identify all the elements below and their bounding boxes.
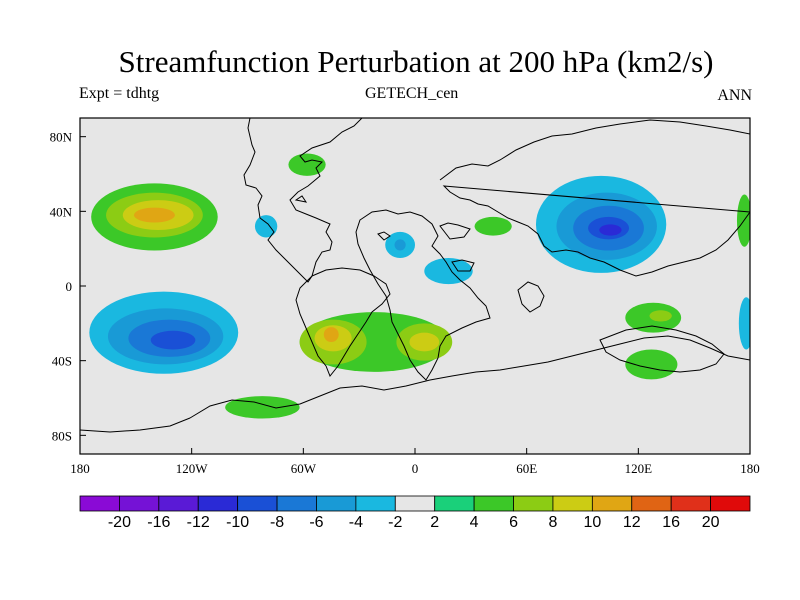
contour-so-pos-1 — [225, 396, 300, 419]
colorbar-label: -20 — [108, 514, 131, 531]
colorbar-swatch — [276, 495, 317, 512]
colorbar-label: -16 — [147, 514, 170, 531]
colorbar-swatch — [79, 495, 120, 512]
coastline-antarctica — [80, 335, 750, 433]
coastline-africa — [355, 209, 491, 381]
map-plot-area — [79, 117, 751, 455]
contour-sa-pos-6 — [323, 327, 339, 342]
coastline-australia — [599, 325, 725, 373]
colorbar-label: 2 — [430, 514, 439, 531]
y-tick-label: 80N — [50, 130, 73, 145]
y-tick-label: 40N — [50, 204, 73, 219]
colorbar-swatch — [355, 495, 396, 512]
y-tick-label: 0 — [66, 279, 73, 294]
colorbar-swatch — [434, 495, 475, 512]
x-tick-label: 60E — [516, 461, 537, 476]
contour-nam-neg-1 — [254, 215, 278, 238]
plot-title: Streamfunction Perturbation at 200 hPa (… — [118, 44, 714, 79]
colorbar-swatch — [710, 495, 751, 512]
colorbar-label: 8 — [548, 514, 557, 531]
colorbar-swatch — [316, 495, 357, 512]
contour-sp-neg-4 — [150, 330, 196, 350]
colorbar-swatch — [552, 495, 593, 512]
x-tick-label: 120W — [176, 461, 209, 476]
contour-atl-neg-2 — [394, 239, 406, 251]
colorbar-label: 10 — [583, 514, 601, 531]
case-label: GETECH_cen — [365, 85, 459, 102]
x-tick-label: 120E — [625, 461, 653, 476]
coastline-islands — [294, 195, 475, 272]
x-tick-label: 180 — [70, 461, 90, 476]
colorbar-label: -4 — [349, 514, 363, 531]
y-tick-label: 40S — [52, 354, 72, 369]
coastline-layer — [80, 118, 750, 433]
colorbar-label: 12 — [623, 514, 641, 531]
colorbar-swatch — [119, 495, 160, 512]
colorbar-swatch — [394, 495, 436, 512]
contour-na-pos-1 — [474, 216, 512, 236]
colorbar-label: -10 — [226, 514, 249, 531]
map-background — [80, 118, 750, 454]
colorbar-label: 16 — [662, 514, 680, 531]
colorbar-swatch — [237, 495, 278, 512]
colorbar-label: -8 — [270, 514, 284, 531]
x-tick-label: 60W — [291, 461, 317, 476]
contour-np-pos-4 — [133, 207, 175, 223]
contour-asia-neg-5 — [599, 224, 622, 236]
longitude-axis: 180 120W 60W 0 60E 120E 180 — [70, 448, 760, 476]
experiment-label: Expt = tdhtg — [79, 85, 160, 102]
coastline-south-america — [295, 267, 391, 377]
contour-sa-pos-5 — [409, 332, 440, 352]
colorbar-label: 20 — [702, 514, 720, 531]
colorbar-label: -2 — [388, 514, 402, 531]
colorbar-label: 4 — [470, 514, 479, 531]
colorbar-swatch — [158, 495, 199, 512]
season-label: ANN — [717, 87, 752, 104]
colorbar-swatch — [513, 495, 554, 512]
colorbar-swatch — [197, 495, 239, 512]
contour-af-neg-1 — [424, 258, 473, 285]
coastline-india — [517, 281, 545, 313]
colorbar-label: -12 — [187, 514, 210, 531]
contour-eur-pos-1 — [288, 153, 326, 176]
y-tick-label: 80S — [52, 428, 72, 443]
coastline-laurentia — [243, 118, 363, 283]
contour-io-pos-2 — [649, 310, 672, 322]
colorbar-swatch — [473, 495, 514, 512]
colorbar-label: -6 — [309, 514, 323, 531]
coastline-eurasia — [439, 119, 750, 277]
contour-ep-neg-1 — [738, 297, 750, 350]
contour-fill-layer — [89, 153, 750, 419]
colorbar-swatch — [591, 495, 633, 512]
x-tick-label: 180 — [740, 461, 760, 476]
x-tick-label: 0 — [412, 461, 419, 476]
latitude-axis: 80N 40N 0 40S 80S — [50, 130, 86, 443]
colorbar-label: 6 — [509, 514, 518, 531]
colorbar-swatch — [631, 495, 672, 512]
colorbar-swatch — [670, 495, 711, 512]
colorbar: -20 -16 -12 -10 -8 -6 -4 -2 2 4 6 8 10 12 16 20 — [79, 495, 751, 531]
contour-aus-pos-1 — [625, 349, 678, 380]
